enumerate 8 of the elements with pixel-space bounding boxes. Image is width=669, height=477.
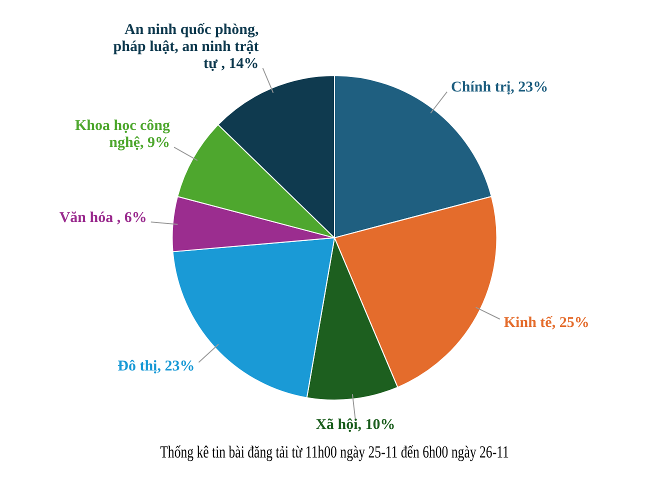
slice-label: Văn hóa , 6% <box>59 210 147 226</box>
text: Thống kê tin bài đăng tải từ 11h00 ngày 25-11 đến 6h00 ngày 26-11 <box>160 444 509 462</box>
slice-label: Kinh tế, 25% <box>504 314 590 331</box>
slice-label: Đô thị, 23% <box>118 358 195 374</box>
slice-label: An ninh quốc phòng, pháp luật, an ninh trật tự , 14% <box>113 22 259 72</box>
slice-label: Chính trị, 23% <box>451 80 548 96</box>
slice-label: Xã hội, 10% <box>316 416 396 433</box>
slice-label: Khoa học công nghệ, 9% <box>75 118 171 152</box>
